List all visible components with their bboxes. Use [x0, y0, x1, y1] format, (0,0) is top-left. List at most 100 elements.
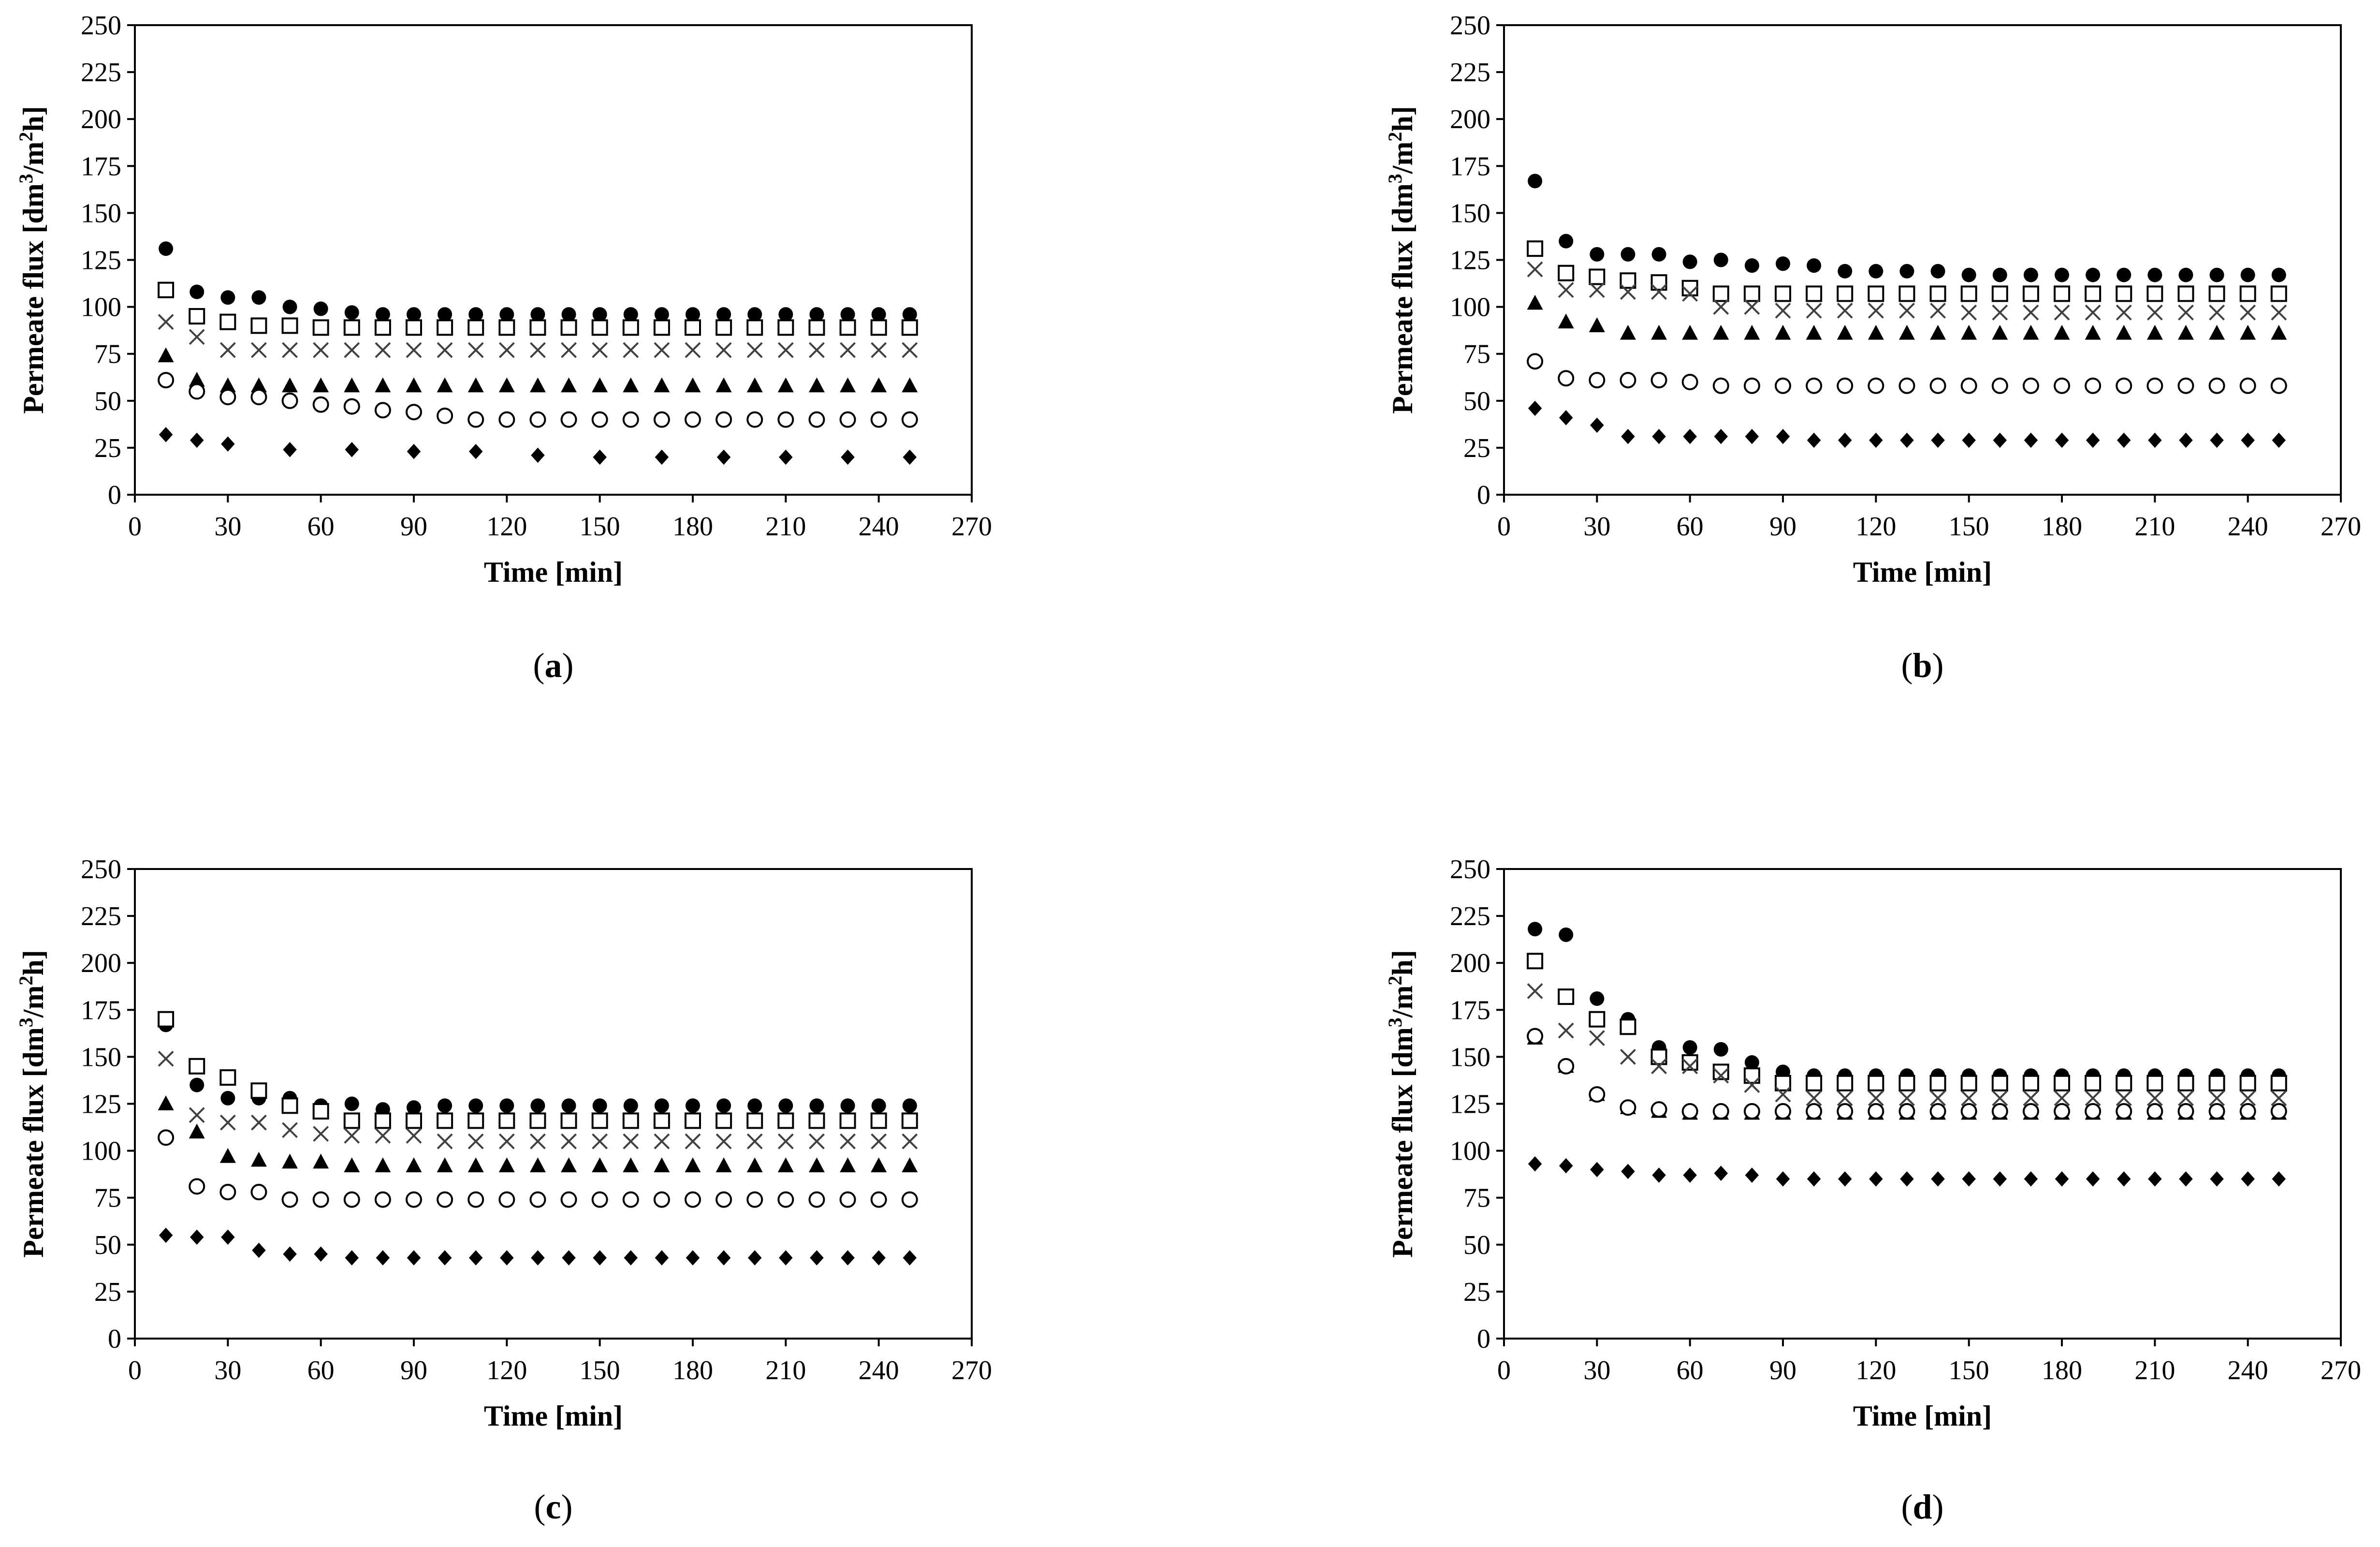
data-point-open-square: [343, 1112, 360, 1129]
data-point-filled-circle: [778, 1098, 793, 1113]
series-cross: [1527, 261, 2287, 321]
data-point-filled-diamond: [1528, 400, 1542, 416]
data-point-open-circle: [1898, 377, 1915, 394]
data-point-open-square: [467, 319, 484, 336]
data-point-open-square: [2085, 1075, 2102, 1091]
data-point-filled-diamond: [1993, 1171, 2007, 1187]
data-point-filled-circle: [2055, 267, 2069, 282]
data-point-filled-circle: [407, 307, 421, 322]
data-point-filled-diamond: [810, 1250, 824, 1266]
data-point-filled-circle: [2117, 267, 2132, 282]
data-point-cross: [1837, 302, 1853, 319]
data-point-filled-circle: [1682, 254, 1697, 269]
x-tick-label: 0: [128, 1355, 142, 1385]
data-point-open-square: [1589, 268, 1606, 285]
data-point-filled-triangle: [715, 1157, 732, 1173]
data-point-filled-triangle: [1806, 324, 1822, 340]
data-point-filled-diamond: [2241, 432, 2255, 448]
data-point-open-circle: [1929, 377, 1946, 394]
data-point-filled-triangle: [777, 377, 794, 393]
data-point-cross: [592, 1133, 608, 1149]
data-point-filled-circle: [716, 1098, 731, 1113]
series-filled-triangle: [158, 347, 918, 393]
series-cross: [158, 314, 918, 358]
data-point-open-circle: [560, 411, 577, 428]
data-point-open-circle: [2208, 1103, 2225, 1120]
data-point-cross: [1992, 1090, 2008, 1106]
data-point-filled-circle: [499, 307, 514, 322]
x-tick-label: 120: [1855, 1355, 1896, 1385]
data-point-open-circle: [685, 1191, 701, 1208]
data-point-open-circle: [1712, 1103, 1729, 1120]
data-point-filled-circle: [190, 284, 204, 299]
data-point-filled-triangle: [529, 1157, 546, 1173]
data-point-open-square: [715, 319, 732, 336]
data-point-filled-diamond: [2024, 432, 2038, 448]
data-point-open-square: [1527, 953, 1544, 970]
data-point-open-circle: [715, 1191, 732, 1208]
data-point-cross: [251, 342, 267, 358]
data-point-open-square: [685, 319, 701, 336]
panel-label: (d): [1901, 1488, 1943, 1526]
data-point-open-circle: [653, 1191, 670, 1208]
data-point-filled-circle: [561, 1098, 576, 1113]
data-point-filled-triangle: [871, 377, 887, 393]
data-point-cross: [375, 342, 391, 358]
data-point-filled-circle: [1559, 234, 1574, 249]
data-point-filled-triangle: [902, 377, 918, 393]
data-point-open-circle: [1650, 1101, 1667, 1118]
data-point-open-circle: [1527, 353, 1544, 370]
data-point-cross: [561, 1133, 577, 1149]
data-point-filled-diamond: [655, 449, 669, 465]
y-tick-label: 225: [81, 901, 121, 931]
data-point-open-circle: [1743, 1103, 1760, 1120]
series-open-circle: [158, 372, 918, 428]
data-point-filled-circle: [1590, 247, 1605, 262]
data-point-open-circle: [1589, 1086, 1606, 1103]
data-point-filled-diamond: [2117, 432, 2131, 448]
y-tick-label: 50: [1463, 386, 1490, 416]
data-point-filled-circle: [407, 1100, 421, 1115]
y-tick-label: 250: [1450, 855, 1490, 884]
x-tick-label: 30: [1583, 1355, 1610, 1385]
data-point-open-square: [189, 308, 205, 325]
data-point-filled-triangle: [1930, 324, 1946, 340]
x-tick-label: 60: [307, 1355, 335, 1385]
data-point-cross: [746, 342, 763, 358]
data-point-filled-diamond: [1838, 1171, 1852, 1187]
data-point-filled-diamond: [2055, 1171, 2069, 1187]
data-point-filled-diamond: [1838, 432, 1852, 448]
data-point-filled-diamond: [2086, 432, 2100, 448]
series-filled-triangle: [158, 1095, 918, 1173]
data-point-filled-circle: [2240, 267, 2255, 282]
data-point-open-circle: [715, 411, 732, 428]
data-point-open-square: [1960, 1075, 1977, 1091]
data-point-open-circle: [2208, 377, 2225, 394]
data-point-open-square: [622, 319, 639, 336]
y-tick-label: 100: [81, 293, 121, 323]
data-point-cross: [467, 1133, 484, 1149]
data-point-open-square: [901, 1112, 918, 1129]
data-point-open-square: [1837, 285, 1854, 302]
data-point-filled-triangle: [2023, 324, 2039, 340]
y-tick-label: 250: [81, 11, 121, 41]
data-point-cross: [1930, 1090, 1946, 1106]
data-point-filled-circle: [1744, 258, 1759, 273]
x-tick-label: 0: [128, 512, 142, 542]
data-point-filled-triangle: [282, 1153, 298, 1169]
data-point-filled-triangle: [871, 1157, 887, 1173]
data-point-cross: [1713, 299, 1729, 315]
data-point-open-circle: [1527, 1028, 1544, 1045]
data-point-filled-circle: [530, 307, 545, 322]
data-point-filled-triangle: [313, 1153, 329, 1169]
y-tick-label: 25: [1463, 1277, 1490, 1307]
data-point-open-circle: [406, 1191, 422, 1208]
data-point-open-square: [2177, 285, 2194, 302]
data-point-filled-triangle: [282, 377, 298, 393]
data-point-cross: [2023, 1090, 2039, 1106]
y-tick-label: 125: [1450, 1090, 1490, 1120]
data-point-filled-circle: [654, 307, 669, 322]
data-point-filled-circle: [1559, 927, 1574, 942]
data-point-cross: [1620, 284, 1636, 300]
data-point-filled-triangle: [1868, 324, 1884, 340]
